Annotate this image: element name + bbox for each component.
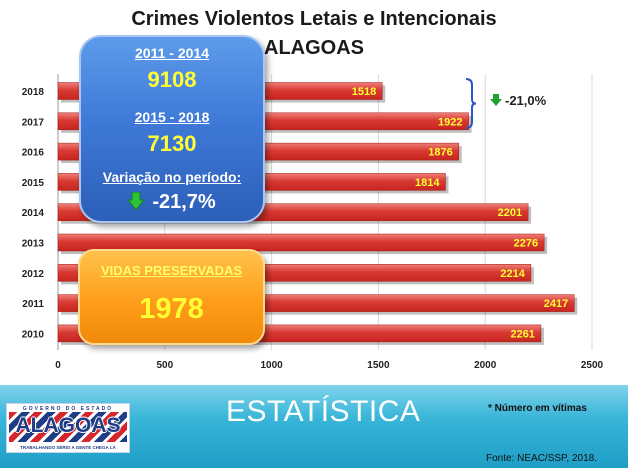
lives-preserved-label: VIDAS PRESERVADAS bbox=[100, 263, 243, 278]
logo-name: ALAGOAS bbox=[15, 414, 121, 437]
lives-preserved-value: 1978 bbox=[139, 293, 204, 325]
bar-value-label: 1814 bbox=[415, 177, 440, 189]
x-tick-label: 1500 bbox=[367, 360, 390, 371]
chart-title: Crimes Violentos Letais e Intencionais bbox=[131, 8, 497, 30]
section-title: ESTATÍSTICA bbox=[226, 395, 421, 428]
x-tick-label: 500 bbox=[156, 360, 173, 371]
bracket bbox=[465, 78, 477, 129]
down-arrow-icon bbox=[127, 191, 146, 211]
state-logo: GOVERNO DO ESTADO ALAGOAS TRABALHANDO SÉ… bbox=[6, 403, 130, 453]
y-tick-label: 2011 bbox=[22, 299, 44, 310]
y-tick-label: 2017 bbox=[22, 117, 45, 128]
period1-label: 2011 - 2014 bbox=[135, 45, 209, 61]
y-tick-label: 2014 bbox=[22, 208, 45, 219]
variation-value: -21,7% bbox=[152, 191, 216, 213]
bar-value-label: 2261 bbox=[510, 328, 534, 340]
y-tick-label: 2010 bbox=[22, 329, 45, 340]
bar-value-label: 1922 bbox=[438, 116, 462, 128]
variation-callout: -21,0% bbox=[490, 93, 546, 108]
x-tick-label: 2500 bbox=[581, 360, 604, 371]
x-tick-label: 1000 bbox=[260, 360, 283, 371]
bar-value-label: 1876 bbox=[428, 147, 452, 159]
bar-value-label: 1518 bbox=[352, 86, 376, 98]
variation-row: -21,7% bbox=[81, 191, 263, 214]
y-tick-label: 2018 bbox=[22, 87, 45, 98]
variation-label: Variação no período: bbox=[102, 169, 242, 185]
data-source: Fonte: NEAC/SSP, 2018. bbox=[486, 453, 597, 464]
x-tick-label: 2000 bbox=[474, 360, 497, 371]
period1-value: 9108 bbox=[147, 67, 197, 92]
bar-value-label: 2214 bbox=[500, 268, 525, 280]
callout-value: -21,0% bbox=[505, 93, 547, 108]
footer-banner: GOVERNO DO ESTADO ALAGOAS TRABALHANDO SÉ… bbox=[0, 385, 628, 468]
y-tick-label: 2013 bbox=[22, 239, 45, 250]
lives-preserved-panel: VIDAS PRESERVADAS 1978 bbox=[78, 249, 265, 345]
logo-top-text: GOVERNO DO ESTADO bbox=[22, 406, 114, 412]
bar-value-label: 2201 bbox=[498, 207, 522, 219]
units-note: * Número em vítimas bbox=[488, 403, 587, 414]
period-comparison-panel: 2011 - 2014 9108 2015 - 2018 7130 Variaç… bbox=[79, 35, 265, 223]
chart-subtitle: ALAGOAS bbox=[264, 37, 364, 59]
x-tick-label: 0 bbox=[55, 360, 61, 371]
bar-value-label: 2276 bbox=[514, 238, 538, 250]
logo-stripes bbox=[9, 412, 127, 442]
y-tick-label: 2016 bbox=[22, 148, 45, 159]
period2-label: 2015 - 2018 bbox=[134, 109, 210, 125]
y-tick-label: 2012 bbox=[22, 269, 45, 280]
down-arrow-icon bbox=[490, 94, 502, 106]
y-tick-label: 2015 bbox=[22, 178, 45, 189]
logo-tagline: TRABALHANDO SÉRIO A GENTE CHEGA LÁ bbox=[20, 445, 116, 450]
period2-value: 7130 bbox=[147, 131, 197, 156]
bar bbox=[57, 233, 545, 252]
bar-value-label: 2417 bbox=[544, 298, 568, 310]
